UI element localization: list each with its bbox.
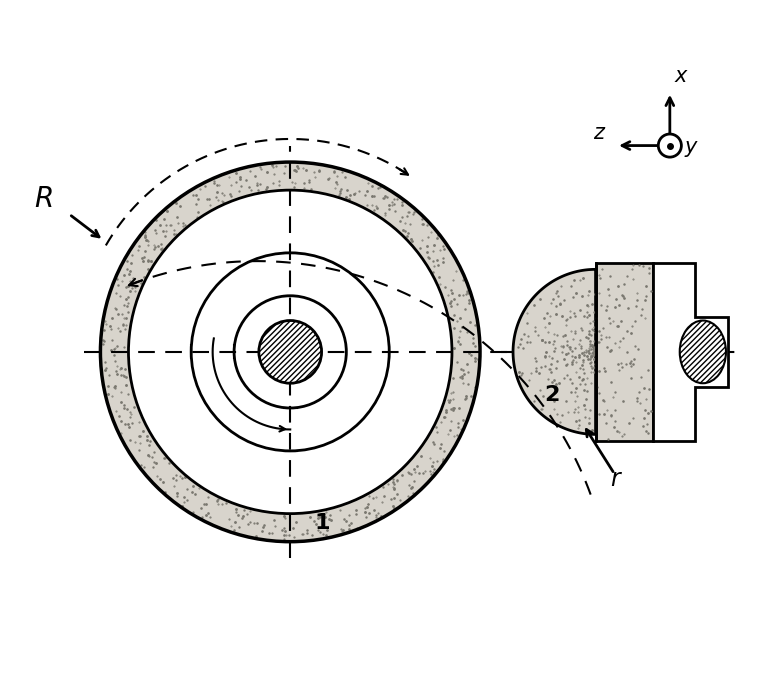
Circle shape [191,253,389,451]
Bar [596,263,653,441]
Circle shape [129,190,452,513]
Circle shape [259,320,322,383]
Text: 1: 1 [315,513,331,533]
Text: $y$: $y$ [684,139,699,159]
Text: $R$: $R$ [34,185,53,213]
Ellipse shape [680,320,726,383]
Text: 2: 2 [544,386,560,405]
Text: $r$: $r$ [610,466,623,490]
Text: $z$: $z$ [593,123,607,143]
Text: $x$: $x$ [674,66,689,86]
Circle shape [658,134,681,157]
Polygon shape [653,263,728,441]
Polygon shape [513,270,596,435]
